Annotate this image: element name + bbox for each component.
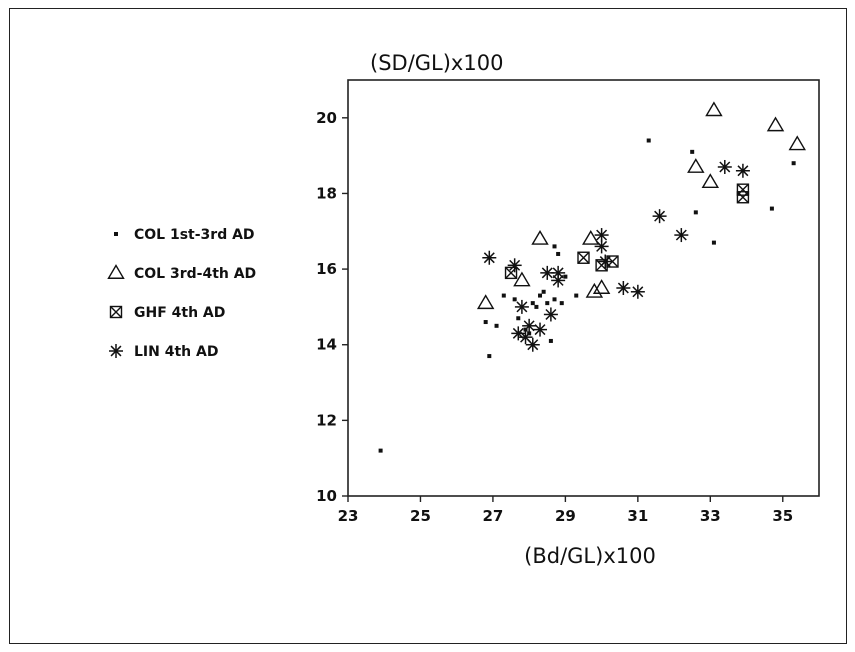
data-point [687,158,705,173]
legend-label: LIN 4th AD [134,344,218,360]
data-point [378,448,383,453]
data-point [487,354,492,359]
y-tick-label: 12 [316,411,337,429]
y-tick-label: 20 [316,109,337,127]
data-point [543,307,558,322]
data-point [545,301,550,306]
data-point [693,210,698,215]
data-point [717,159,732,174]
data-point [563,274,568,279]
data-point [791,161,796,166]
data-point [736,191,750,204]
y-axis-title: (SD/GL)x100 [370,51,503,75]
data-point [476,294,495,310]
data-point [766,116,785,132]
data-point [646,138,651,143]
data-point [533,322,548,337]
data-point [530,301,535,306]
data-point [501,293,506,298]
data-point [507,258,522,273]
x-tick-label: 25 [410,507,431,525]
y-tick-label: 16 [316,260,337,278]
data-point [594,239,609,254]
data-point [551,265,566,280]
data-point [630,284,645,299]
data-point [701,173,720,189]
data-point [538,293,543,298]
legend-marker [109,344,123,358]
data-point [512,297,517,302]
data-point [556,251,561,256]
legend-label: COL 3rd-4th AD [134,266,256,282]
data-point [552,244,557,249]
data-point [616,281,631,295]
data-points [378,101,806,453]
data-point [534,304,539,309]
data-point [516,316,521,321]
data-point [541,289,546,294]
legend-item: COL 3rd-4th AD [107,264,256,282]
x-tick-label: 23 [338,507,359,525]
legend-item: GHF 4th AD [109,305,225,321]
legend: COL 1st-3rd AD COL 3rd-4th AD GHF 4th AD LI… [107,227,256,360]
axes: 23 25 27 29 31 33 35 10 12 14 16 18 20 [316,79,820,525]
x-tick-label: 29 [555,507,576,525]
data-point [483,320,488,325]
x-axis-title: (Bd/GL)x100 [524,544,656,568]
x-tick-label: 27 [482,507,503,525]
data-point [690,149,695,154]
y-tick-label: 14 [316,336,337,354]
data-point [522,318,537,333]
data-point [514,299,529,314]
data-point [592,279,611,294]
data-point [482,250,497,265]
data-point [552,297,557,302]
data-point [585,282,604,298]
data-point [559,301,564,306]
data-point [531,229,549,245]
data-point [788,135,806,151]
data-point [513,271,531,287]
data-point [598,254,613,269]
x-tick-label: 31 [627,507,648,525]
legend-label: GHF 4th AD [134,305,225,321]
y-tick-label: 18 [316,184,337,202]
legend-marker [109,305,123,319]
data-point [574,293,579,298]
data-point [494,323,499,328]
data-point [511,326,526,341]
data-point [769,206,774,211]
legend-marker [114,232,118,236]
legend-marker [107,264,125,279]
plot-area-border [347,79,820,497]
data-point [711,240,716,245]
x-tick-label: 35 [772,507,793,525]
y-tick-label: 10 [316,487,337,505]
x-tick-label: 33 [700,507,721,525]
data-point [674,228,689,243]
figure-frame [9,8,847,644]
legend-item: LIN 4th AD [109,344,218,360]
data-point [735,163,750,178]
data-point [548,338,553,343]
data-point [525,337,540,352]
legend-item: COL 1st-3rd AD [114,227,255,243]
data-point [577,251,590,264]
data-point [582,229,600,245]
data-point [652,209,667,224]
data-point [705,101,723,117]
legend-label: COL 1st-3rd AD [134,227,255,243]
